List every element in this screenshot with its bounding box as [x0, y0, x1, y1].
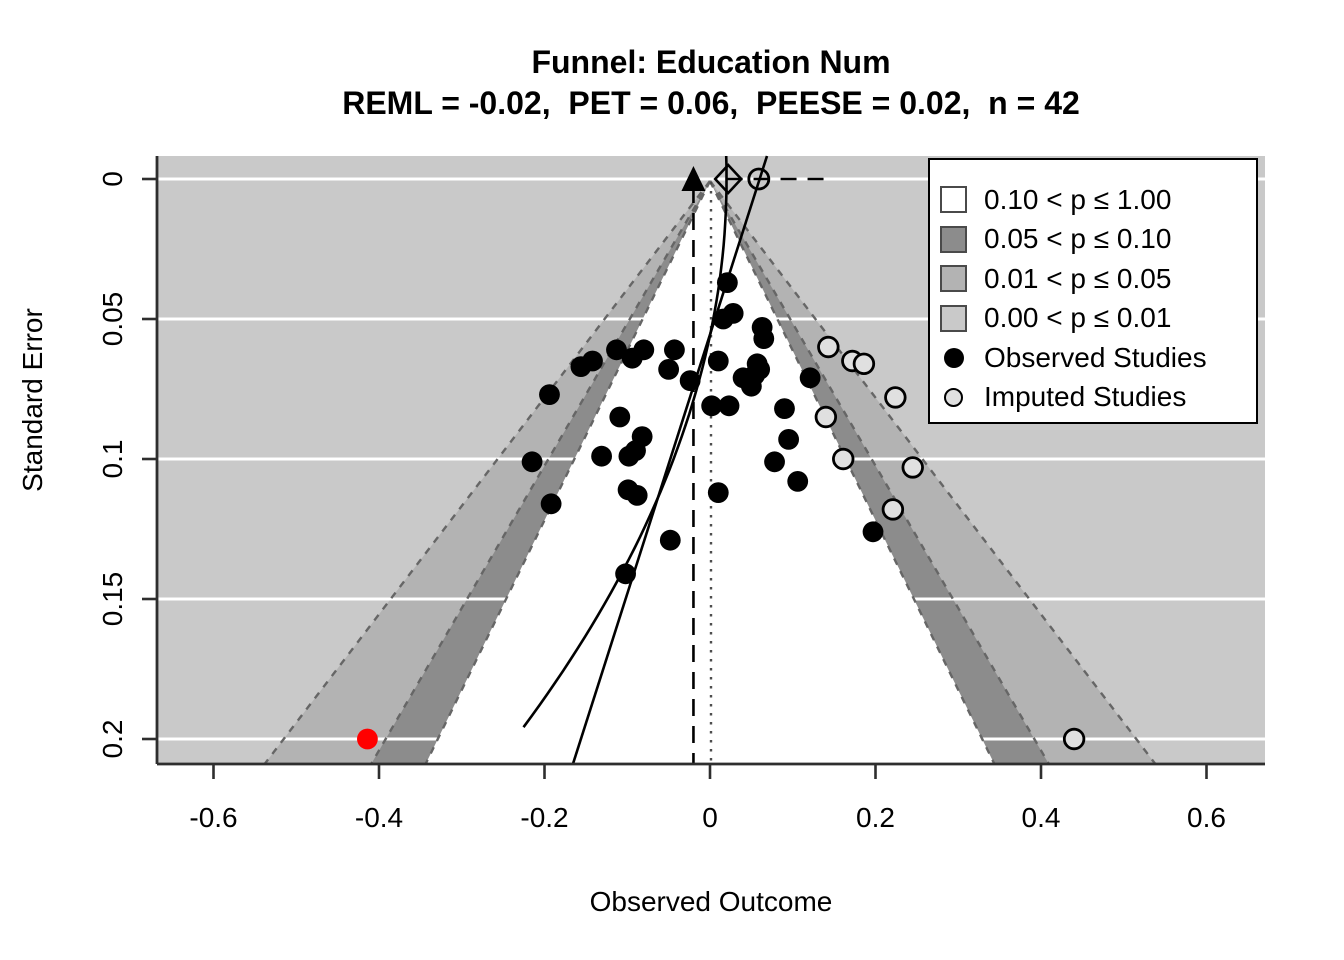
pet-regression-line	[571, 155, 769, 765]
x-tick-label: 0.2	[856, 802, 895, 833]
x-tick-label: -0.4	[354, 802, 404, 833]
observed-study-point	[701, 395, 723, 417]
observed-study-point	[862, 521, 884, 543]
observed-study-point	[718, 395, 740, 417]
y-tick-label: 0.05	[97, 291, 128, 347]
observed-study-point	[707, 350, 729, 372]
legend-item-p01-05: 0.01 < p ≤ 0.05	[940, 259, 1256, 299]
observed-study-point	[664, 339, 685, 361]
x-tick-label: 0.6	[1187, 802, 1226, 833]
contour-boundary-dashed-line	[708, 180, 996, 765]
pet-estimate-circle-marker	[747, 167, 771, 191]
imputed-study-point	[852, 352, 876, 376]
observed-study-point	[659, 529, 681, 551]
legend-swatch-p01-05	[940, 265, 967, 293]
legend-label: 0.10 < p ≤ 1.00	[984, 183, 1172, 215]
imputed-study-point	[884, 386, 907, 409]
x-axis-label: Observed Outcome	[589, 886, 833, 917]
x-tick-label: 0.4	[1021, 802, 1061, 833]
highlighted-study-point	[357, 728, 378, 750]
observed-study-point	[609, 406, 631, 428]
x-tick-label: -0.2	[520, 802, 569, 833]
peese-estimate-diamond-marker	[713, 163, 743, 195]
contour-boundary-dashed-line	[424, 180, 712, 765]
y-tick-label: 0.15	[97, 571, 128, 627]
observed-study-point	[707, 482, 729, 503]
observed-study-point	[582, 350, 603, 372]
y-tick-label: 0	[97, 171, 128, 187]
legend-label: Imputed Studies	[984, 381, 1187, 413]
observed-study-point	[722, 303, 744, 324]
legend-item-p00-01: 0.00 < p ≤ 0.01	[940, 299, 1256, 339]
legend-item-p10-100: 0.10 < p ≤ 1.00	[940, 180, 1256, 220]
observed-study-point	[626, 485, 648, 506]
y-axis-label: Standard Error	[17, 308, 48, 492]
legend: 0.10 < p ≤ 1.00 0.05 < p ≤ 0.10 0.01 < p…	[928, 158, 1258, 424]
contour-boundary-dashed-line	[370, 180, 712, 765]
imputed-study-point	[832, 447, 855, 471]
observed-study-point	[633, 339, 655, 361]
imputed-study-point	[881, 498, 905, 521]
imputed-study-point	[901, 456, 924, 479]
observed-study-point	[774, 398, 795, 419]
peese-regression-curve	[522, 155, 728, 728]
observed-study-point	[778, 429, 800, 450]
observed-study-point	[521, 451, 543, 473]
legend-label: 0.05 < p ≤ 0.10	[984, 223, 1172, 255]
observed-study-point	[615, 563, 636, 585]
legend-item-p05-10: 0.05 < p ≤ 0.10	[940, 220, 1256, 260]
legend-swatch-p10-100	[940, 186, 967, 214]
observed-study-point	[540, 493, 562, 515]
legend-swatch-p05-10	[940, 225, 967, 253]
chart-title: Funnel: Education Num	[531, 44, 891, 80]
legend-label: Observed Studies	[984, 341, 1207, 373]
y-tick-label: 0.2	[97, 719, 128, 759]
y-tick-label: 0.1	[97, 439, 128, 479]
legend-label: 0.00 < p ≤ 0.01	[984, 302, 1172, 334]
imputed-study-point	[817, 335, 840, 359]
contour-boundary-dashed-line	[709, 180, 1157, 765]
reml-estimate-triangle-marker	[681, 166, 706, 191]
observed-study-icon	[940, 344, 967, 371]
contour-boundary-dashed-line	[263, 180, 711, 765]
observed-study-point	[591, 445, 612, 467]
imputed-study-point	[814, 405, 838, 429]
x-tick-label: 0	[702, 802, 718, 833]
imputed-study-point	[1062, 727, 1086, 751]
observed-study-point	[799, 367, 821, 389]
observed-study-point	[679, 370, 701, 391]
x-tick-label: -0.6	[189, 802, 238, 833]
legend-item-observed-studies: Observed Studies	[940, 338, 1256, 378]
contour-boundary-dashed-line	[708, 180, 1050, 765]
imputed-study-icon	[940, 384, 967, 411]
observed-study-point	[753, 328, 775, 349]
observed-study-point	[539, 384, 560, 405]
legend-swatch-p00-01	[940, 304, 967, 332]
observed-study-point	[716, 272, 738, 293]
legend-item-imputed-studies: Imputed Studies	[940, 378, 1256, 418]
observed-study-point	[606, 339, 627, 361]
observed-study-point	[744, 364, 766, 386]
observed-study-point	[764, 451, 785, 473]
legend-label: 0.01 < p ≤ 0.05	[984, 262, 1172, 294]
observed-study-point	[658, 359, 680, 380]
observed-study-point	[787, 471, 809, 492]
observed-study-point	[625, 440, 646, 461]
chart-subtitle: REML = -0.02, PET = 0.06, PEESE = 0.02, …	[342, 85, 1080, 121]
